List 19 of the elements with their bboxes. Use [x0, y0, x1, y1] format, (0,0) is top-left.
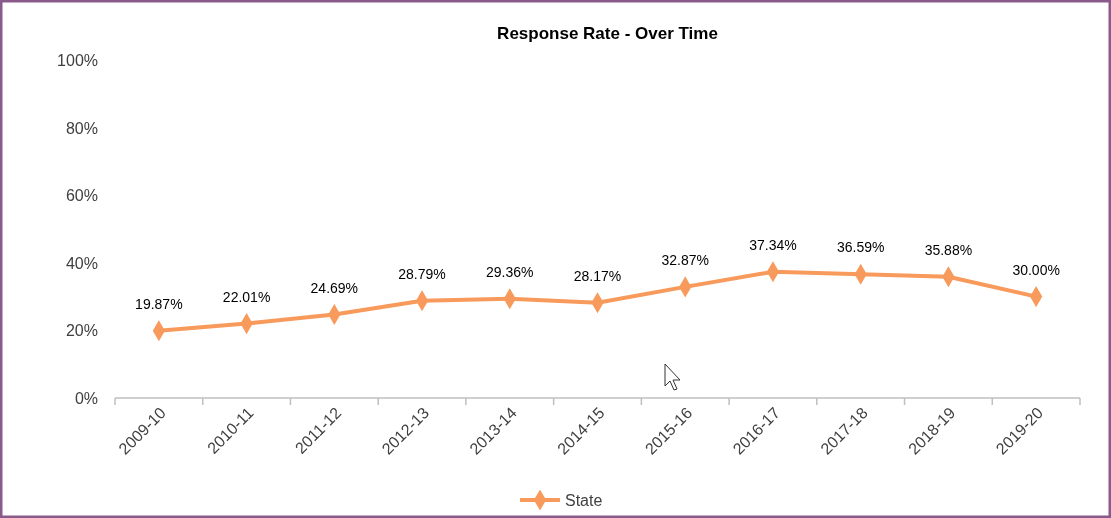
data-label: 24.69% [310, 279, 359, 296]
y-tick-label: 0% [74, 390, 98, 407]
data-label: 36.59% [836, 239, 885, 256]
data-label: 22.01% [222, 288, 271, 305]
chart-title: Response Rate - Over Time [497, 24, 718, 43]
data-label: 29.36% [486, 263, 534, 280]
data-label: 32.87% [661, 251, 709, 268]
y-tick-label: 60% [65, 187, 98, 205]
data-label: 28.79% [398, 265, 446, 282]
y-tick-label: 40% [65, 254, 98, 272]
y-tick-label: 100% [57, 52, 98, 69]
legend-label: State [565, 492, 603, 509]
data-label: 30.00% [1012, 261, 1060, 278]
data-label: 37.34% [749, 236, 797, 253]
data-label: 19.87% [135, 295, 183, 312]
y-tick-label: 20% [65, 322, 98, 340]
y-tick-label: 80% [65, 119, 98, 137]
data-label: 28.17% [573, 267, 622, 284]
data-label: 35.88% [924, 241, 973, 258]
